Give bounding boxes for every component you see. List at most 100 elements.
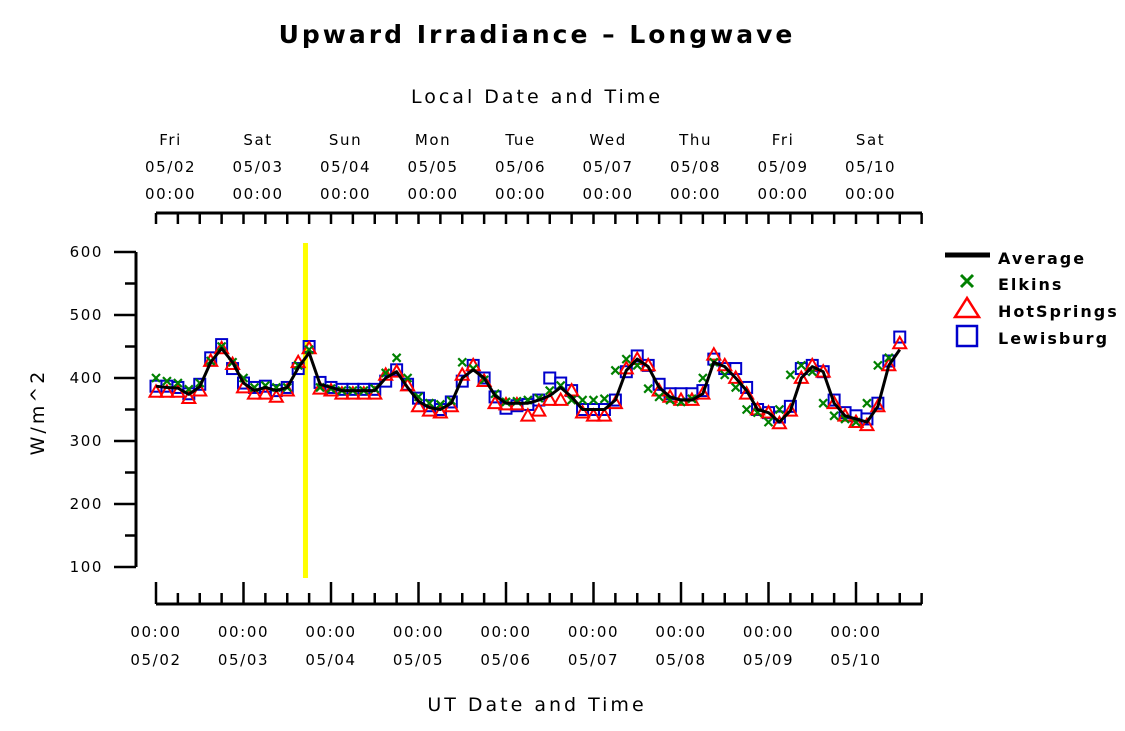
legend: Average Elkins HotSprings Lewisburg <box>945 249 1117 348</box>
lewisburg-point <box>893 330 907 344</box>
elkins-point-b <box>610 365 621 376</box>
bottom-tick-date: 05/07 <box>568 651 619 669</box>
top-tick-label: Wed 05/07 00:00 <box>582 131 633 203</box>
elkins-point-b <box>873 360 883 371</box>
hotsprings-point <box>858 416 876 432</box>
top-tick-day: Fri <box>772 131 795 149</box>
hotsprings-point <box>574 404 591 419</box>
hotsprings-point <box>694 385 712 400</box>
legend-swatch-square <box>955 324 979 348</box>
lewisburg-point <box>193 377 207 391</box>
hotsprings-point <box>158 383 176 398</box>
top-tick-label: Sat 05/03 00:00 <box>232 131 282 203</box>
lewisburg-point <box>477 371 491 385</box>
series-hotsprings <box>147 334 908 432</box>
hotsprings-point <box>486 394 504 410</box>
hotsprings-point <box>552 391 569 406</box>
elkins-point <box>577 395 588 405</box>
top-tick-time: 00:00 <box>145 185 196 203</box>
left-axis: 600 500 400 300 200 100 <box>70 243 138 576</box>
hotsprings-point <box>421 402 438 417</box>
elkins-point-b <box>621 354 632 364</box>
top-tick-time: 00:00 <box>495 185 546 203</box>
hotsprings-point <box>311 380 329 395</box>
top-tick-day: Sat <box>856 131 885 149</box>
y-tick-label: 300 <box>70 432 103 450</box>
y-tick-label: 600 <box>70 243 103 261</box>
top-axis: Fri05/0200:00Sat05/0300:00Sun05/0400:00M… <box>145 131 923 224</box>
lewisburg-point <box>608 393 622 407</box>
elkins-point-b <box>216 341 227 352</box>
top-tick-day: Sat <box>243 131 272 149</box>
top-tick-date: 05/07 <box>582 158 633 176</box>
elkins-point-b <box>544 385 555 396</box>
elkins-point <box>402 373 413 383</box>
hotsprings-point <box>585 407 602 422</box>
bottom-tick-label: 00:00 05/06 <box>480 623 531 669</box>
hotsprings-point <box>596 407 613 422</box>
bottom-tick-date: 05/05 <box>393 651 444 669</box>
elkins-point-b <box>599 394 610 404</box>
hotsprings-point <box>727 369 744 384</box>
top-tick-date: 05/02 <box>145 158 196 176</box>
chart-title: Upward Irradiance – Longwave <box>279 20 796 49</box>
bottom-tick-time: 00:00 <box>305 623 356 641</box>
elkins-point <box>796 360 807 371</box>
elkins-point <box>610 365 621 376</box>
elkins-point-b <box>402 373 413 383</box>
elkins-point <box>643 383 653 394</box>
elkins-point-b <box>884 353 894 363</box>
y-tick-label: 400 <box>70 369 103 387</box>
hotsprings-point <box>257 385 274 400</box>
y-tick-label: 500 <box>70 306 103 324</box>
top-tick-day: Tue <box>504 131 535 149</box>
bottom-tick-time: 00:00 <box>830 623 881 641</box>
elkins-point <box>151 373 161 383</box>
elkins-point <box>873 360 883 371</box>
lewisburg-point <box>291 362 305 376</box>
legend-swatch-x-b <box>959 273 975 289</box>
hotsprings-point <box>541 391 558 406</box>
elkins-point-b <box>730 382 741 393</box>
elkins-point-b <box>829 411 839 421</box>
hotsprings-point <box>224 355 241 371</box>
bottom-tick-time: 00:00 <box>480 623 531 641</box>
elkins-point <box>304 344 314 355</box>
elkins-point <box>599 394 610 404</box>
lewisburg-point <box>543 371 557 385</box>
elkins-point-b <box>719 370 730 380</box>
top-tick-label: Fri 05/09 00:00 <box>757 131 808 203</box>
elkins-point-b <box>654 392 664 402</box>
legend-label: Average <box>998 249 1086 268</box>
top-tick-day: Fri <box>159 131 182 149</box>
bottom-tick-label: 00:00 05/08 <box>655 623 706 669</box>
bottom-tick-label: 00:00 05/09 <box>743 623 793 669</box>
bottom-tick-date: 05/08 <box>655 651 706 669</box>
top-tick-date: 05/09 <box>757 158 808 176</box>
series-average <box>155 346 901 424</box>
elkins-point-b <box>162 376 172 386</box>
elkins-point <box>719 370 730 380</box>
series-elkins <box>151 341 894 427</box>
elkins-point-b <box>818 398 828 408</box>
top-tick-date: 05/04 <box>320 158 371 176</box>
bottom-tick-date: 05/02 <box>130 651 181 669</box>
plot-area <box>147 243 908 578</box>
legend-item-hotsprings: HotSprings <box>952 295 1117 321</box>
elkins-point-b <box>391 353 402 363</box>
elkins-point-b <box>151 373 161 383</box>
elkins-point <box>566 395 577 405</box>
top-tick-day: Mon <box>415 131 451 149</box>
bottom-tick-label: 00:00 05/02 <box>130 623 181 669</box>
bottom-tick-time: 00:00 <box>218 623 269 641</box>
bottom-tick-label: 00:00 05/05 <box>393 623 444 669</box>
elkins-point <box>818 398 828 408</box>
top-tick-label: Tue 05/06 00:00 <box>495 131 546 203</box>
hotsprings-point <box>782 402 799 417</box>
legend-item-average: Average <box>945 249 1086 268</box>
hotsprings-point <box>869 397 887 413</box>
hotsprings-point <box>180 389 198 405</box>
lewisburg-point <box>280 380 294 394</box>
top-tick-date: 05/05 <box>407 158 458 176</box>
top-tick-time: 00:00 <box>407 185 458 203</box>
